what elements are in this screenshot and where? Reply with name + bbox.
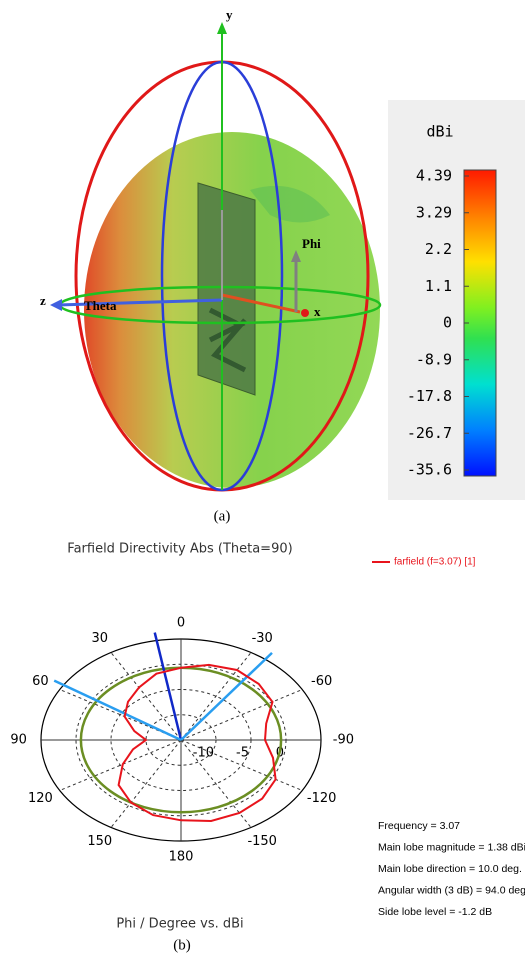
angle-tick-label: 120 bbox=[28, 791, 53, 806]
colorbar-tick-label: 2.2 bbox=[425, 240, 452, 258]
colorbar-tick-label: 1.1 bbox=[425, 277, 452, 295]
angle-tick-label: 60 bbox=[32, 674, 49, 689]
colorbar-tick-label: 4.39 bbox=[416, 167, 452, 185]
annotation: Main lobe magnitude = 1.38 dBi bbox=[378, 841, 525, 853]
annotations: Frequency = 3.07 Main lobe magnitude = 1.… bbox=[378, 820, 525, 918]
angle-tick-label: -60 bbox=[311, 674, 332, 689]
axis-label: z bbox=[40, 293, 46, 308]
angle-tick-label: 0 bbox=[177, 615, 185, 630]
annotation: Angular width (3 dB) = 94.0 deg. bbox=[378, 884, 525, 896]
colorbar-tick-label: -26.7 bbox=[407, 424, 452, 442]
annotation: Main lobe direction = 10.0 deg. bbox=[378, 863, 522, 875]
colorbar-tick-label: -8.9 bbox=[416, 350, 452, 368]
grid-spoke bbox=[111, 740, 181, 827]
angle-tick-label: -90 bbox=[333, 733, 354, 748]
colorbar-tick-label: -17.8 bbox=[407, 387, 452, 405]
angle-tick-label: 150 bbox=[87, 834, 112, 849]
chart-title: Farfield Directivity Abs (Theta=90) bbox=[67, 542, 292, 557]
page: {"chart_data":[ {"type":"colorbar","titl… bbox=[0, 0, 525, 967]
axis-label: Phi bbox=[302, 236, 321, 251]
annotation: Side lobe level = -1.2 dB bbox=[378, 906, 492, 918]
x-dot bbox=[301, 309, 309, 317]
angle-tick-label: 30 bbox=[92, 631, 109, 646]
angle-tick-label: 90 bbox=[10, 733, 27, 748]
angle-tick-label: -120 bbox=[307, 791, 337, 806]
pattern-3d: y Phi z Theta x bbox=[40, 7, 380, 490]
colorbar-tick-label: 3.29 bbox=[416, 203, 452, 221]
grid-spoke bbox=[181, 690, 302, 741]
axis-label: Theta bbox=[84, 298, 117, 313]
annotation: Frequency = 3.07 bbox=[378, 820, 460, 832]
caption: (b) bbox=[173, 937, 191, 953]
legend-label: farfield (f=3.07) [1] bbox=[394, 557, 476, 568]
beam-line bbox=[54, 681, 181, 740]
axis-label: x bbox=[314, 304, 321, 319]
arrow bbox=[50, 299, 62, 311]
colorbar-title: dBi bbox=[426, 123, 453, 141]
angle-tick-label: -30 bbox=[252, 631, 273, 646]
colorbar-tick-label: -35.6 bbox=[407, 461, 452, 479]
arrow bbox=[217, 22, 227, 34]
grid-spoke bbox=[60, 740, 181, 791]
angle-tick-label: 180 bbox=[169, 850, 194, 865]
r-tick-label: -10 bbox=[193, 746, 214, 761]
caption: (a) bbox=[214, 508, 231, 524]
angle-tick-label: -150 bbox=[247, 834, 277, 849]
axis-label: y bbox=[226, 7, 233, 22]
colorbar-tick-label: 0 bbox=[443, 314, 452, 332]
r-tick-label: -5 bbox=[236, 746, 249, 761]
figure: y Phi z Theta x dBi 4.39 3.29 2.2 1.1 0 -8.9 -… bbox=[0, 0, 525, 963]
x-axis-label: Phi / Degree vs. dBi bbox=[116, 917, 243, 932]
